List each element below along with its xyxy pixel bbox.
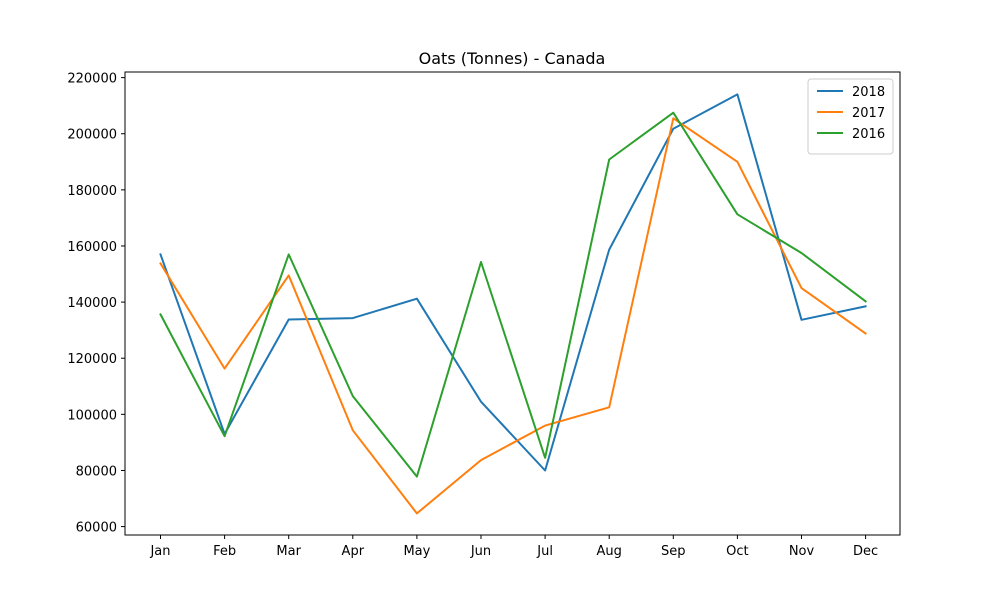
x-tick-label: Feb	[213, 544, 236, 559]
chart-title: Oats (Tonnes) - Canada	[419, 49, 606, 68]
series-line-2018	[159, 93, 867, 472]
series-line-2017	[159, 117, 867, 515]
series-layer	[159, 93, 868, 515]
y-tick-label: 60000	[76, 521, 117, 536]
x-tick-label: Sep	[661, 544, 686, 559]
y-tick-label: 80000	[76, 464, 117, 479]
y-tick-label: 220000	[67, 72, 117, 87]
x-tick-label: Jul	[536, 544, 553, 559]
y-tick-label: 140000	[67, 296, 117, 311]
x-axis: Jan Feb Mar Apr May Jun Jul Aug Sep Oct Nov Dec	[149, 535, 878, 559]
y-tick-label: 100000	[67, 408, 117, 423]
x-tick-label: Nov	[789, 544, 815, 559]
x-tick-label: Jun	[470, 544, 491, 559]
y-tick-label: 120000	[67, 352, 117, 367]
y-tick-label: 200000	[67, 128, 117, 143]
y-axis: 60000 80000 100000 120000 140000 160000 180000…	[67, 72, 125, 536]
plot-area-frame	[124, 71, 901, 536]
legend: 2018 2017 2016	[807, 78, 894, 155]
x-tick-label: Mar	[276, 544, 301, 559]
legend-label-2016: 2016	[852, 127, 885, 142]
x-tick-label: Jan	[149, 544, 170, 559]
x-tick-label: Aug	[597, 544, 622, 559]
series-line-2016	[159, 111, 868, 478]
x-tick-label: Dec	[853, 544, 878, 559]
legend-label-2017: 2017	[852, 106, 885, 121]
y-tick-label: 180000	[67, 184, 117, 199]
y-tick-label: 160000	[67, 240, 117, 255]
x-tick-label: May	[403, 544, 430, 559]
legend-label-2018: 2018	[852, 85, 885, 100]
legend-box	[807, 78, 894, 155]
x-tick-label: Apr	[342, 544, 365, 559]
x-tick-label: Oct	[726, 544, 748, 559]
